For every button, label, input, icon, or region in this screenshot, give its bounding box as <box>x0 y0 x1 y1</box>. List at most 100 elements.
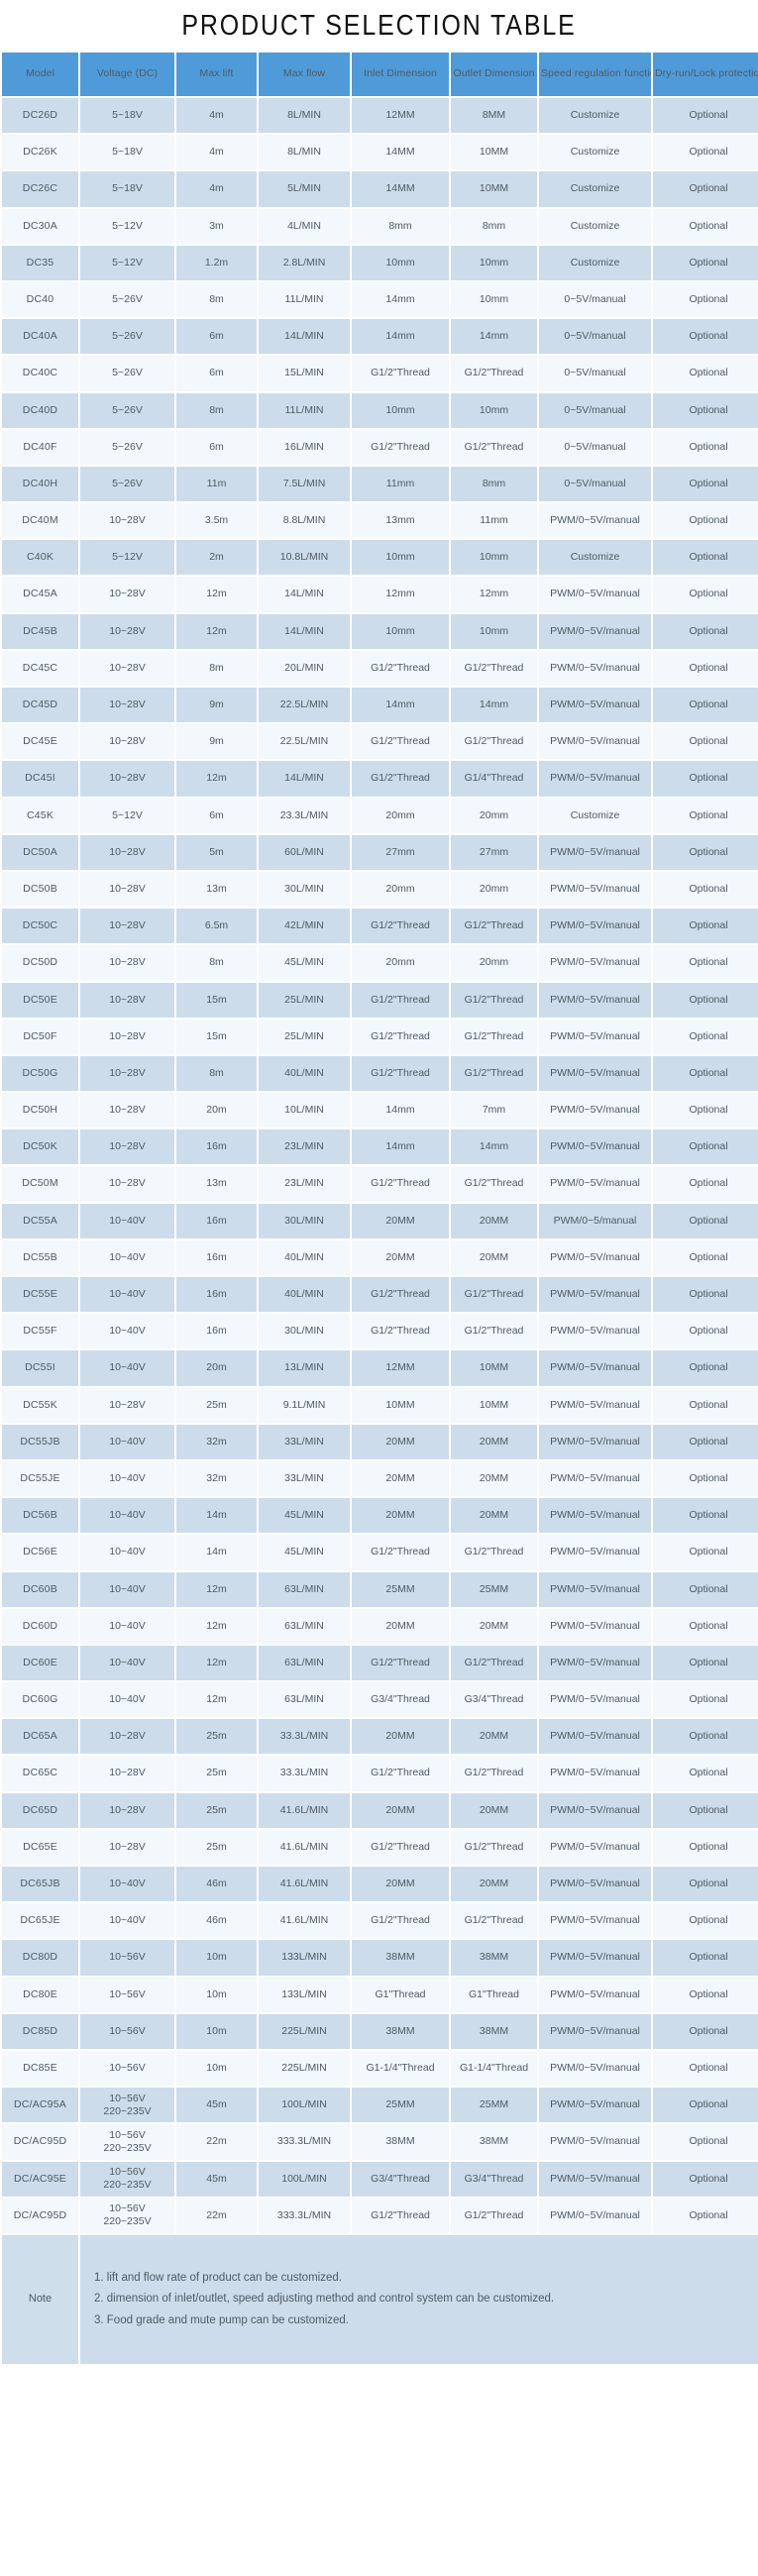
cell-dry-run-protection: Optional <box>653 281 758 318</box>
cell-speed-regulation: PWM/0~5V/manual <box>539 1129 651 1165</box>
cell-voltage: 10~40V <box>80 1571 174 1607</box>
cell-outlet-dimension: 10mm <box>451 613 537 649</box>
cell-max-flow: 33L/MIN <box>259 1424 350 1459</box>
cell-max-lift: 22m <box>176 2198 257 2233</box>
cell-voltage: 10~28V <box>80 1166 174 1202</box>
table-row: DC/AC95D 10~56V 220~235V 22m 333.3L/MIN G1/2"… <box>2 2198 758 2233</box>
cell-max-flow: 11L/MIN <box>259 281 350 318</box>
cell-model: DC65C <box>2 1756 78 1791</box>
cell-outlet-dimension: G3/4"Thread <box>451 2161 537 2197</box>
cell-voltage: 10~28V <box>80 1719 174 1755</box>
table-row: DC50K 10~28V 16m 23L/MIN 14mm 14mm PWM/0~5V/ma… <box>2 1129 758 1165</box>
table-row: DC45D 10~28V 9m 22.5L/MIN 14mm 14mm PWM/0~5V/m… <box>2 688 758 723</box>
cell-max-flow: 45L/MIN <box>259 1498 350 1534</box>
cell-dry-run-protection: Optional <box>653 466 758 502</box>
cell-model: DC80E <box>2 1977 78 2012</box>
cell-model: DC55B <box>2 1239 78 1275</box>
cell-speed-regulation: PWM/0~5V/manual <box>539 1756 651 1791</box>
cell-model: DC65E <box>2 1829 78 1865</box>
cell-speed-regulation: PWM/0~5V/manual <box>539 2124 651 2160</box>
cell-max-lift: 12m <box>176 577 257 612</box>
cell-inlet-dimension: 20mm <box>352 871 449 908</box>
cell-voltage: 10~28V <box>80 1055 174 1092</box>
cell-speed-regulation: PWM/0~5V/manual <box>539 650 651 686</box>
cell-voltage: 10~28V <box>80 613 174 649</box>
cell-max-lift: 8m <box>176 392 257 428</box>
cell-voltage: 10~56V <box>80 2013 174 2049</box>
cell-dry-run-protection: Optional <box>653 1239 758 1275</box>
cell-dry-run-protection: Optional <box>653 1460 758 1497</box>
cell-outlet-dimension: 14mm <box>451 1129 537 1165</box>
table-header: Model Voltage (DC) Max lift Max flow Inl… <box>2 53 758 96</box>
cell-speed-regulation: PWM/0~5V/manual <box>539 1055 651 1092</box>
cell-speed-regulation: PWM/0~5V/manual <box>539 2088 651 2123</box>
cell-outlet-dimension: 8MM <box>451 98 537 134</box>
cell-max-lift: 12m <box>176 1645 257 1681</box>
cell-dry-run-protection: Optional <box>653 871 758 908</box>
table-row: DC45B 10~28V 12m 14L/MIN 10mm 10mm PWM/0~5V/ma… <box>2 613 758 649</box>
cell-voltage: 5~12V <box>80 208 174 244</box>
cell-speed-regulation: Customize <box>539 208 651 244</box>
column-header-max-lift: Max lift <box>176 53 257 96</box>
cell-dry-run-protection: Optional <box>653 2124 758 2160</box>
cell-outlet-dimension: 20MM <box>451 1239 537 1275</box>
cell-voltage: 10~28V <box>80 982 174 1018</box>
table-row: DC55B 10~40V 16m 40L/MIN 20MM 20MM PWM/0~5V/ma… <box>2 1239 758 1275</box>
cell-max-flow: 60L/MIN <box>259 834 350 870</box>
cell-speed-regulation: PWM/0~5V/manual <box>539 1350 651 1386</box>
cell-max-flow: 9.1L/MIN <box>259 1387 350 1423</box>
cell-voltage: 10~40V <box>80 1424 174 1459</box>
cell-speed-regulation: PWM/0~5V/manual <box>539 2013 651 2049</box>
cell-model: DC40F <box>2 429 78 465</box>
cell-max-lift: 10m <box>176 1940 257 1976</box>
cell-speed-regulation: PWM/0~5V/manual <box>539 1608 651 1644</box>
cell-model: DC50E <box>2 982 78 1018</box>
cell-speed-regulation: PWM/0~5V/manual <box>539 1424 651 1459</box>
cell-inlet-dimension: G3/4"Thread <box>352 2161 449 2197</box>
table-row: DC56B 10~40V 14m 45L/MIN 20MM 20MM PWM/0~5V/ma… <box>2 1498 758 1534</box>
cell-outlet-dimension: 27mm <box>451 834 537 870</box>
cell-speed-regulation: PWM/0~5/manual <box>539 1203 651 1238</box>
cell-dry-run-protection: Optional <box>653 613 758 649</box>
cell-max-lift: 9m <box>176 724 257 760</box>
cell-dry-run-protection: Optional <box>653 1387 758 1423</box>
cell-outlet-dimension: 8mm <box>451 208 537 244</box>
cell-inlet-dimension: 20MM <box>352 1719 449 1755</box>
cell-inlet-dimension: G1/2"Thread <box>352 761 449 797</box>
cell-inlet-dimension: G3/4"Thread <box>352 1682 449 1718</box>
cell-speed-regulation: 0~5V/manual <box>539 356 651 391</box>
cell-speed-regulation: PWM/0~5V/manual <box>539 1977 651 2012</box>
cell-speed-regulation: PWM/0~5V/manual <box>539 1829 651 1865</box>
cell-model: DC/AC95A <box>2 2088 78 2123</box>
table-row: DC50B 10~28V 13m 30L/MIN 20mm 20mm PWM/0~5V/ma… <box>2 871 758 908</box>
cell-max-lift: 8m <box>176 281 257 318</box>
cell-voltage: 10~56V 220~235V <box>80 2198 174 2233</box>
cell-outlet-dimension: G1/2"Thread <box>451 724 537 760</box>
cell-speed-regulation: PWM/0~5V/manual <box>539 982 651 1018</box>
cell-speed-regulation: PWM/0~5V/manual <box>539 1277 651 1313</box>
cell-outlet-dimension: G1/2"Thread <box>451 1535 537 1570</box>
cell-model: DC/AC95D <box>2 2198 78 2233</box>
cell-dry-run-protection: Optional <box>653 392 758 428</box>
cell-outlet-dimension: G3/4"Thread <box>451 1682 537 1718</box>
cell-outlet-dimension: 10MM <box>451 171 537 207</box>
cell-speed-regulation: 0~5V/manual <box>539 281 651 318</box>
cell-dry-run-protection: Optional <box>653 2050 758 2087</box>
cell-outlet-dimension: G1/2"Thread <box>451 1829 537 1865</box>
table-row: DC55F 10~40V 16m 30L/MIN G1/2"Thread G1/2"Thr… <box>2 1314 758 1349</box>
cell-model: DC50H <box>2 1093 78 1128</box>
column-header-dry-run-protection: Dry-run/Lock protection <box>653 53 758 96</box>
cell-inlet-dimension: 38MM <box>352 2124 449 2160</box>
cell-max-lift: 6m <box>176 356 257 391</box>
cell-dry-run-protection: Optional <box>653 540 758 576</box>
cell-inlet-dimension: G1/2"Thread <box>352 1756 449 1791</box>
cell-speed-regulation: 0~5V/manual <box>539 429 651 465</box>
cell-max-flow: 42L/MIN <box>259 909 350 944</box>
cell-max-lift: 16m <box>176 1314 257 1349</box>
cell-inlet-dimension: G1/2"Thread <box>352 982 449 1018</box>
cell-model: DC26C <box>2 171 78 207</box>
cell-voltage: 5~26V <box>80 429 174 465</box>
cell-max-flow: 225L/MIN <box>259 2050 350 2087</box>
table-body: DC26D 5~18V 4m 8L/MIN 12MM 8MM Customize Option… <box>2 98 758 2364</box>
cell-inlet-dimension: 12MM <box>352 98 449 134</box>
